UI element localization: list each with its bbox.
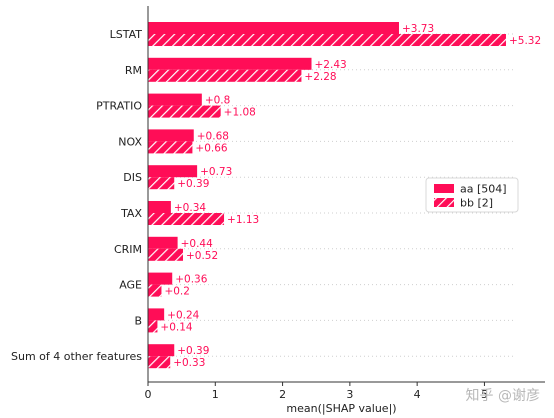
bar-bb bbox=[148, 356, 171, 369]
feature-label: TAX bbox=[120, 207, 142, 220]
feature-label: DIS bbox=[123, 171, 142, 184]
bar-aa bbox=[148, 236, 178, 249]
bar-value-label: +1.08 bbox=[224, 107, 256, 119]
bar-bb bbox=[148, 213, 225, 225]
legend: aa [504]bb [2] bbox=[425, 177, 519, 213]
bar-value-label: +0.33 bbox=[173, 357, 205, 369]
legend-label: aa [504] bbox=[460, 183, 507, 196]
feature-label: Sum of 4 other features bbox=[11, 350, 142, 363]
bar-value-label: +0.68 bbox=[197, 130, 229, 142]
bar-bb bbox=[148, 141, 193, 154]
feature-label: AGE bbox=[119, 279, 142, 292]
bar-value-label: +0.36 bbox=[175, 274, 207, 286]
bar-bb bbox=[148, 34, 506, 46]
bar-aa bbox=[148, 93, 202, 106]
feature-label: CRIM bbox=[114, 243, 142, 256]
x-tick-label: 2 bbox=[279, 388, 286, 401]
x-tick-label: 5 bbox=[481, 388, 488, 401]
bar-aa bbox=[148, 308, 165, 321]
bar-bb bbox=[148, 248, 183, 261]
feature-label: PTRATIO bbox=[96, 100, 142, 113]
x-tick-label: 0 bbox=[145, 388, 152, 401]
watermark-text: 知乎 @谢彦 bbox=[466, 387, 540, 404]
value-labels: +3.73 +5.32 +2.43+2.28 +0.8+1.08 +0.68+0.66 +… bbox=[160, 23, 541, 369]
bar-bb bbox=[148, 320, 158, 333]
x-tick-label: 1 bbox=[212, 388, 219, 401]
bar-value-label: +0.52 bbox=[186, 250, 218, 262]
bar-value-label: +0.66 bbox=[195, 142, 227, 154]
bar-value-label: +0.73 bbox=[200, 166, 232, 178]
x-tick-label: 4 bbox=[414, 388, 421, 401]
feature-label: NOX bbox=[118, 135, 142, 148]
bar-aa bbox=[148, 165, 198, 178]
bar-value-label: +0.24 bbox=[167, 309, 199, 321]
bar-value-label: +0.34 bbox=[174, 202, 206, 214]
bar-value-label: +2.43 bbox=[315, 59, 347, 71]
bar-value-label: +0.8 bbox=[205, 95, 231, 107]
bar-value-label: +3.73 bbox=[402, 23, 434, 35]
bar-bb bbox=[148, 105, 221, 118]
bar-aa bbox=[148, 272, 173, 285]
feature-labels: LSTAT RM PTRATIO NOX DIS TAX CRIM AGE B Sum of 4 … bbox=[11, 28, 142, 363]
bar-value-label: +5.32 bbox=[509, 35, 541, 47]
bar-aa bbox=[148, 57, 312, 70]
bar-aa bbox=[148, 201, 171, 213]
legend-swatch-bb bbox=[434, 198, 454, 207]
bar-aa bbox=[148, 344, 175, 357]
bar-value-label: +0.2 bbox=[164, 286, 190, 298]
bar-value-label: +0.39 bbox=[177, 345, 209, 357]
bar-bb bbox=[148, 284, 162, 297]
bar-aa bbox=[148, 129, 194, 142]
bar-aa bbox=[148, 22, 399, 34]
x-axis: 0 1 2 3 4 5 bbox=[145, 6, 545, 401]
bar-value-label: +1.13 bbox=[227, 214, 259, 226]
bar-bb bbox=[148, 69, 302, 82]
bar-value-label: +2.28 bbox=[304, 71, 336, 83]
feature-label: RM bbox=[125, 64, 142, 77]
feature-label: LSTAT bbox=[110, 28, 143, 41]
bar-bb bbox=[148, 177, 175, 190]
bar-value-label: +0.44 bbox=[181, 238, 213, 250]
legend-swatch-aa bbox=[434, 184, 454, 193]
bars bbox=[148, 22, 506, 369]
x-tick-label: 3 bbox=[346, 388, 353, 401]
bar-value-label: +0.39 bbox=[177, 178, 209, 190]
bar-value-label: +0.14 bbox=[160, 321, 192, 333]
feature-label: B bbox=[134, 314, 142, 327]
legend-label: bb [2] bbox=[460, 197, 493, 210]
x-axis-title: mean(|SHAP value|) bbox=[286, 402, 396, 415]
